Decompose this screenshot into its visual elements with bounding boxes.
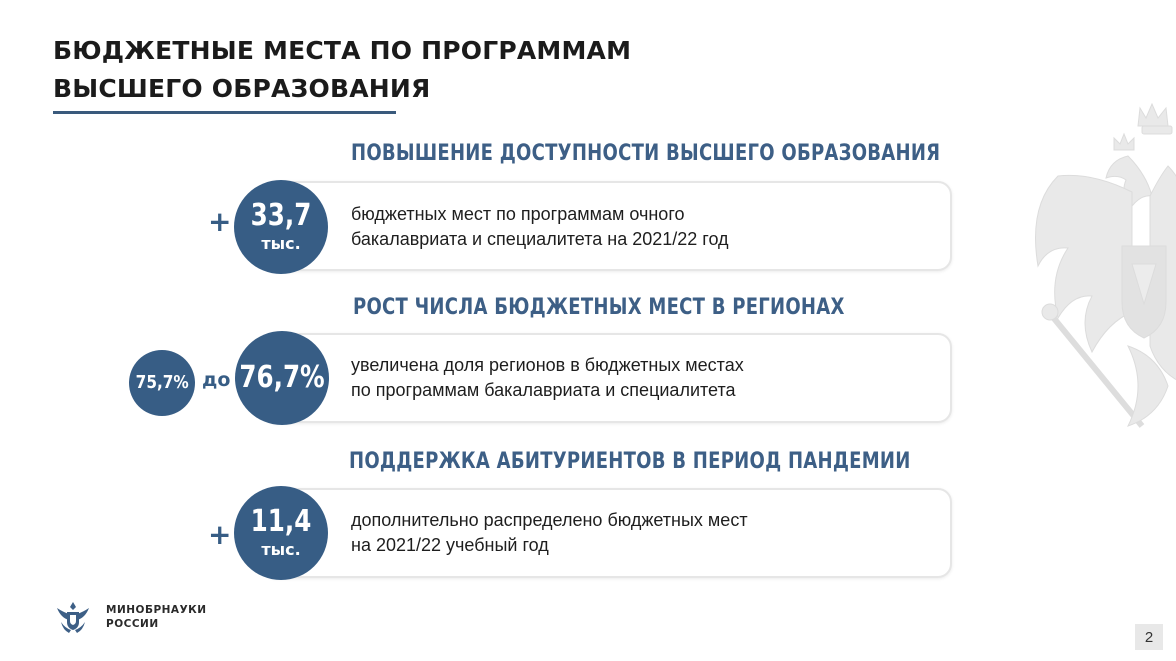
connector-word: до — [202, 369, 231, 391]
card-access — [262, 181, 952, 271]
value-unit: тыс. — [261, 540, 301, 559]
card-pandemic — [262, 488, 952, 578]
card-text-line-1: дополнительно распределено бюджетных мес… — [351, 510, 748, 530]
value-number: 11,4 — [250, 504, 312, 539]
ministry-logo-icon — [57, 602, 89, 633]
value-circle-pandemic: 11,4 тыс. — [234, 486, 328, 580]
plus-sign: + — [208, 518, 232, 551]
value-unit: тыс. — [261, 234, 301, 253]
from-value-circle: 75,7% — [129, 350, 195, 416]
card-text-line-2: по программам бакалавриата и специалитет… — [351, 380, 736, 400]
card-text-line-1: бюджетных мест по программам очного — [351, 204, 685, 224]
card-text-pandemic: дополнительно распределено бюджетных мес… — [351, 508, 748, 558]
card-text-regions: увеличена доля регионов в бюджетных мест… — [351, 353, 744, 403]
card-text-access: бюджетных мест по программам очного бака… — [351, 202, 729, 252]
card-regions — [262, 333, 952, 423]
page-title-line-2: ВЫСШЕГО ОБРАЗОВАНИЯ — [53, 74, 431, 103]
value-circle-access: 33,7 тыс. — [234, 180, 328, 274]
card-text-line-2: на 2021/22 учебный год — [351, 535, 549, 555]
title-underline — [53, 111, 396, 114]
section-heading-pandemic: ПОДДЕРЖКА АБИТУРИЕНТОВ В ПЕРИОД ПАНДЕМИИ — [349, 449, 911, 474]
section-heading-regions: РОСТ ЧИСЛА БЮДЖЕТНЫХ МЕСТ В РЕГИОНАХ — [353, 295, 845, 320]
double-headed-eagle-emblem-icon — [1035, 102, 1176, 428]
page-number: 2 — [1135, 624, 1163, 650]
card-text-line-2: бакалавриата и специалитета на 2021/22 г… — [351, 229, 729, 249]
org-line-1: МИНОБРНАУКИ — [106, 604, 207, 616]
card-text-line-1: увеличена доля регионов в бюджетных мест… — [351, 355, 744, 375]
from-value-number: 75,7% — [135, 372, 189, 393]
page-title-line-1: БЮДЖЕТНЫЕ МЕСТА ПО ПРОГРАММАМ — [53, 36, 632, 65]
value-circle-regions: 76,7% — [235, 331, 329, 425]
section-heading-access: ПОВЫШЕНИЕ ДОСТУПНОСТИ ВЫСШЕГО ОБРАЗОВАНИ… — [351, 141, 941, 166]
organization-name: МИНОБРНАУКИ РОССИИ — [106, 603, 207, 631]
page-title: БЮДЖЕТНЫЕ МЕСТА ПО ПРОГРАММАМ ВЫСШЕГО ОБ… — [53, 32, 631, 108]
plus-sign: + — [208, 205, 232, 238]
value-number: 33,7 — [250, 198, 312, 233]
value-number: 76,7% — [239, 360, 325, 395]
org-line-2: РОССИИ — [106, 618, 159, 630]
